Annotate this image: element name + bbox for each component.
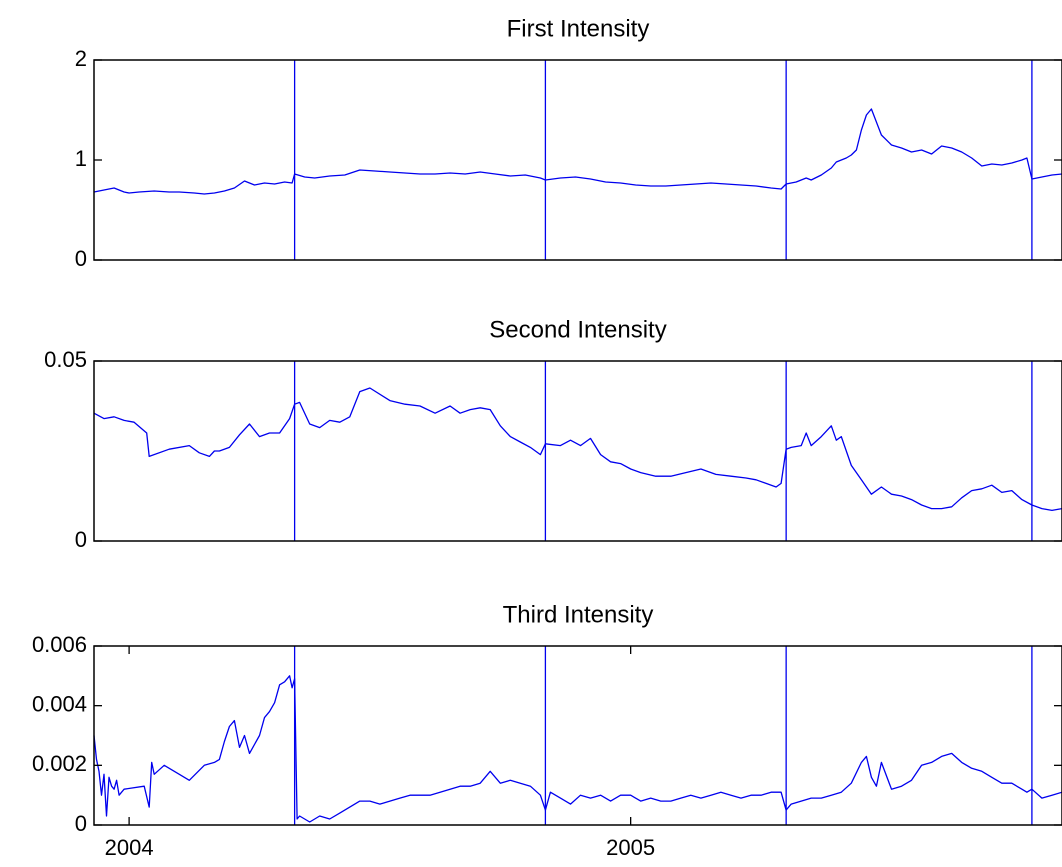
subplot-title: Second Intensity <box>489 316 666 343</box>
y-tick-label: 0.004 <box>32 691 87 716</box>
axes-frame <box>93 360 1062 542</box>
subplot-1: First Intensity 0 1 2 <box>75 15 1062 271</box>
x-tick-label: 2004 <box>105 835 154 860</box>
subplot-2: Second Intensity 0 0.05 <box>44 316 1062 552</box>
series-line <box>93 675 1062 823</box>
subplot-title: First Intensity <box>507 15 650 42</box>
y-tick-label: 2 <box>75 46 87 71</box>
y-tick-label: 0.002 <box>32 751 87 776</box>
series-line <box>93 387 1062 512</box>
y-tick-label: 0 <box>75 527 87 552</box>
y-tick-label: 0.05 <box>44 347 87 372</box>
subplot-3: Third Intensity 0 0.002 0.004 0.006 2004 2005 <box>32 601 1062 860</box>
y-tick-label: 1 <box>75 146 87 171</box>
y-tick-label: 0 <box>75 246 87 271</box>
axes-frame <box>93 645 1062 826</box>
subplot-title: Third Intensity <box>503 601 654 628</box>
y-tick-label: 0.006 <box>32 632 87 657</box>
series-line <box>93 108 1062 195</box>
x-tick-label: 2005 <box>606 835 655 860</box>
axes-frame <box>93 59 1062 261</box>
y-tick-label: 0 <box>75 811 87 836</box>
